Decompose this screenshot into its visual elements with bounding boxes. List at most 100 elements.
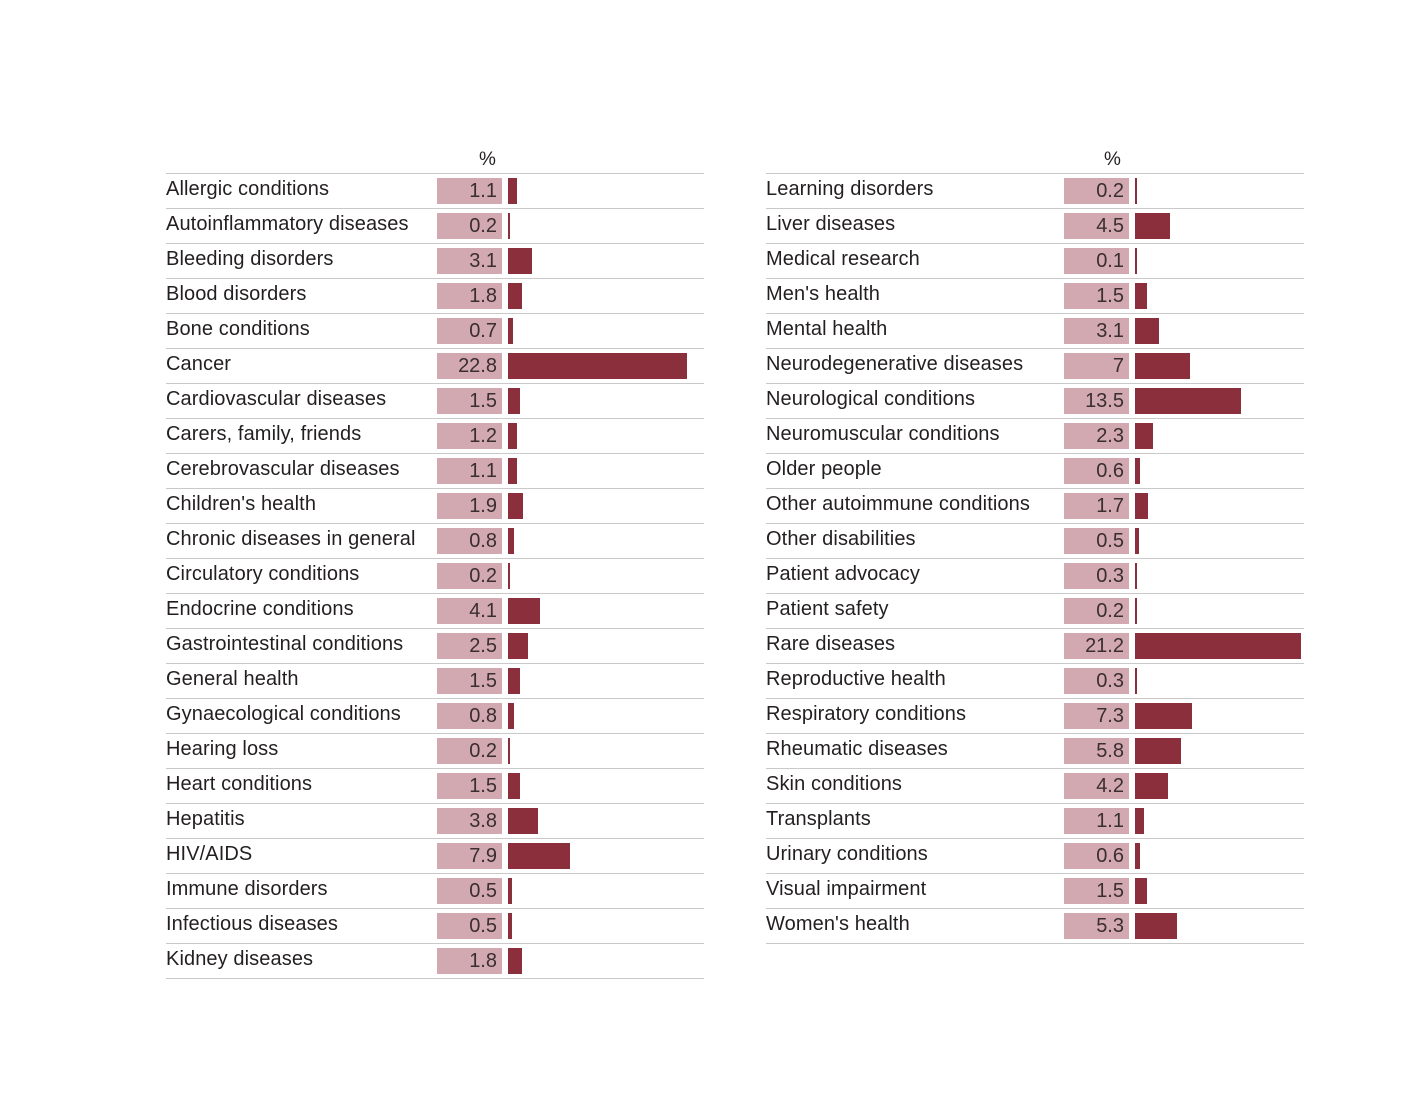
chart-row: Bleeding disorders 3.1 <box>166 244 704 279</box>
category-label: Gynaecological conditions <box>166 703 401 725</box>
chart-row: Blood disorders 1.8 <box>166 279 704 314</box>
chart-row: Medical research 0.1 <box>766 244 1304 279</box>
value-label: 1.7 <box>1064 493 1129 519</box>
value-label: 22.8 <box>437 353 502 379</box>
category-label: Medical research <box>766 248 920 270</box>
category-label: Cardiovascular diseases <box>166 388 387 410</box>
bar <box>1135 458 1140 484</box>
bar <box>508 178 517 204</box>
category-label: Visual impairment <box>766 878 927 900</box>
category-label: Bone conditions <box>166 318 310 340</box>
value-label: 0.8 <box>437 703 502 729</box>
bar <box>1135 633 1302 659</box>
bar <box>1135 913 1177 939</box>
chart-row: Allergic conditions 1.1 <box>166 174 704 209</box>
chart-row: Neuromuscular conditions 2.3 <box>766 419 1304 454</box>
chart-row: Rheumatic diseases 5.8 <box>766 734 1304 769</box>
bar <box>1135 283 1147 309</box>
chart-row: Immune disorders 0.5 <box>166 874 704 909</box>
category-label: Neurodegenerative diseases <box>766 353 1024 375</box>
value-label: 1.2 <box>437 423 502 449</box>
bar <box>508 633 528 659</box>
bar <box>1135 738 1181 764</box>
value-label: 5.8 <box>1064 738 1129 764</box>
bar <box>1135 808 1144 834</box>
bar <box>1135 878 1147 904</box>
category-label: Older people <box>766 458 882 480</box>
category-label: HIV/AIDS <box>166 843 253 865</box>
bar <box>1135 563 1138 589</box>
category-label: Other disabilities <box>766 528 916 550</box>
chart-row: Other autoimmune conditions 1.7 <box>766 489 1304 524</box>
chart-row: Patient advocacy 0.3 <box>766 559 1304 594</box>
value-label: 0.3 <box>1064 563 1129 589</box>
category-label: Blood disorders <box>166 283 307 305</box>
chart-row: Older people 0.6 <box>766 454 1304 489</box>
value-label: 0.2 <box>1064 598 1129 624</box>
category-label: Skin conditions <box>766 773 903 795</box>
bar <box>508 283 523 309</box>
chart-row: Patient safety 0.2 <box>766 594 1304 629</box>
category-label: Liver diseases <box>766 213 896 235</box>
chart-row: Carers, family, friends 1.2 <box>166 419 704 454</box>
category-label: Patient safety <box>766 598 889 620</box>
bar <box>1135 528 1139 554</box>
bar <box>508 213 510 239</box>
bar <box>508 493 523 519</box>
value-label: 1.9 <box>437 493 502 519</box>
right-rows: Learning disorders 0.2 Liver diseases 4.5 Me… <box>766 173 1304 944</box>
value-label: 0.2 <box>437 213 502 239</box>
category-label: Hepatitis <box>166 808 245 830</box>
value-label: 5.3 <box>1064 913 1129 939</box>
chart-row: Circulatory conditions 0.2 <box>166 559 704 594</box>
chart-row: Heart conditions 1.5 <box>166 769 704 804</box>
bar <box>508 878 512 904</box>
category-label: Allergic conditions <box>166 178 330 200</box>
value-label: 0.2 <box>437 738 502 764</box>
category-label: Kidney diseases <box>166 948 314 970</box>
value-label: 21.2 <box>1064 633 1129 659</box>
chart-row: Bone conditions 0.7 <box>166 314 704 349</box>
value-label: 0.7 <box>437 318 502 344</box>
chart-row: Gastrointestinal conditions 2.5 <box>166 629 704 664</box>
category-label: Learning disorders <box>766 178 934 200</box>
chart-row: Rare diseases 21.2 <box>766 629 1304 664</box>
value-label: 1.1 <box>437 178 502 204</box>
value-label: 3.1 <box>1064 318 1129 344</box>
value-label: 1.5 <box>437 668 502 694</box>
bar <box>508 248 533 274</box>
chart-row: Neurological conditions 13.5 <box>766 384 1304 419</box>
chart-row: Transplants 1.1 <box>766 804 1304 839</box>
bar <box>508 668 520 694</box>
category-label: Cancer <box>166 353 232 375</box>
category-label: Chronic diseases in general <box>166 528 416 550</box>
chart-row: Autoinflammatory diseases 0.2 <box>166 209 704 244</box>
chart-row: Kidney diseases 1.8 <box>166 944 704 979</box>
chart-row: Endocrine conditions 4.1 <box>166 594 704 629</box>
value-label: 3.1 <box>437 248 502 274</box>
value-label: 0.8 <box>437 528 502 554</box>
bar <box>508 843 570 869</box>
bar <box>508 528 515 554</box>
value-label: 0.5 <box>437 913 502 939</box>
value-label: 1.1 <box>437 458 502 484</box>
bar <box>1135 598 1137 624</box>
chart-row: Women's health 5.3 <box>766 909 1304 944</box>
category-label: Rheumatic diseases <box>766 738 948 760</box>
chart-row: Cardiovascular diseases 1.5 <box>166 384 704 419</box>
value-label: 2.5 <box>437 633 502 659</box>
value-label: 0.2 <box>437 563 502 589</box>
category-label: Endocrine conditions <box>166 598 354 620</box>
chart-row: Mental health 3.1 <box>766 314 1304 349</box>
value-label: 0.6 <box>1064 458 1129 484</box>
chart-row: Infectious diseases 0.5 <box>166 909 704 944</box>
value-label: 4.1 <box>437 598 502 624</box>
value-label: 13.5 <box>1064 388 1129 414</box>
bar <box>508 703 515 729</box>
category-label: Other autoimmune conditions <box>766 493 1030 515</box>
value-label: 1.5 <box>1064 878 1129 904</box>
category-label: General health <box>166 668 299 690</box>
chart-row: Chronic diseases in general 0.8 <box>166 524 704 559</box>
bar <box>508 948 523 974</box>
chart-row: Urinary conditions 0.6 <box>766 839 1304 874</box>
